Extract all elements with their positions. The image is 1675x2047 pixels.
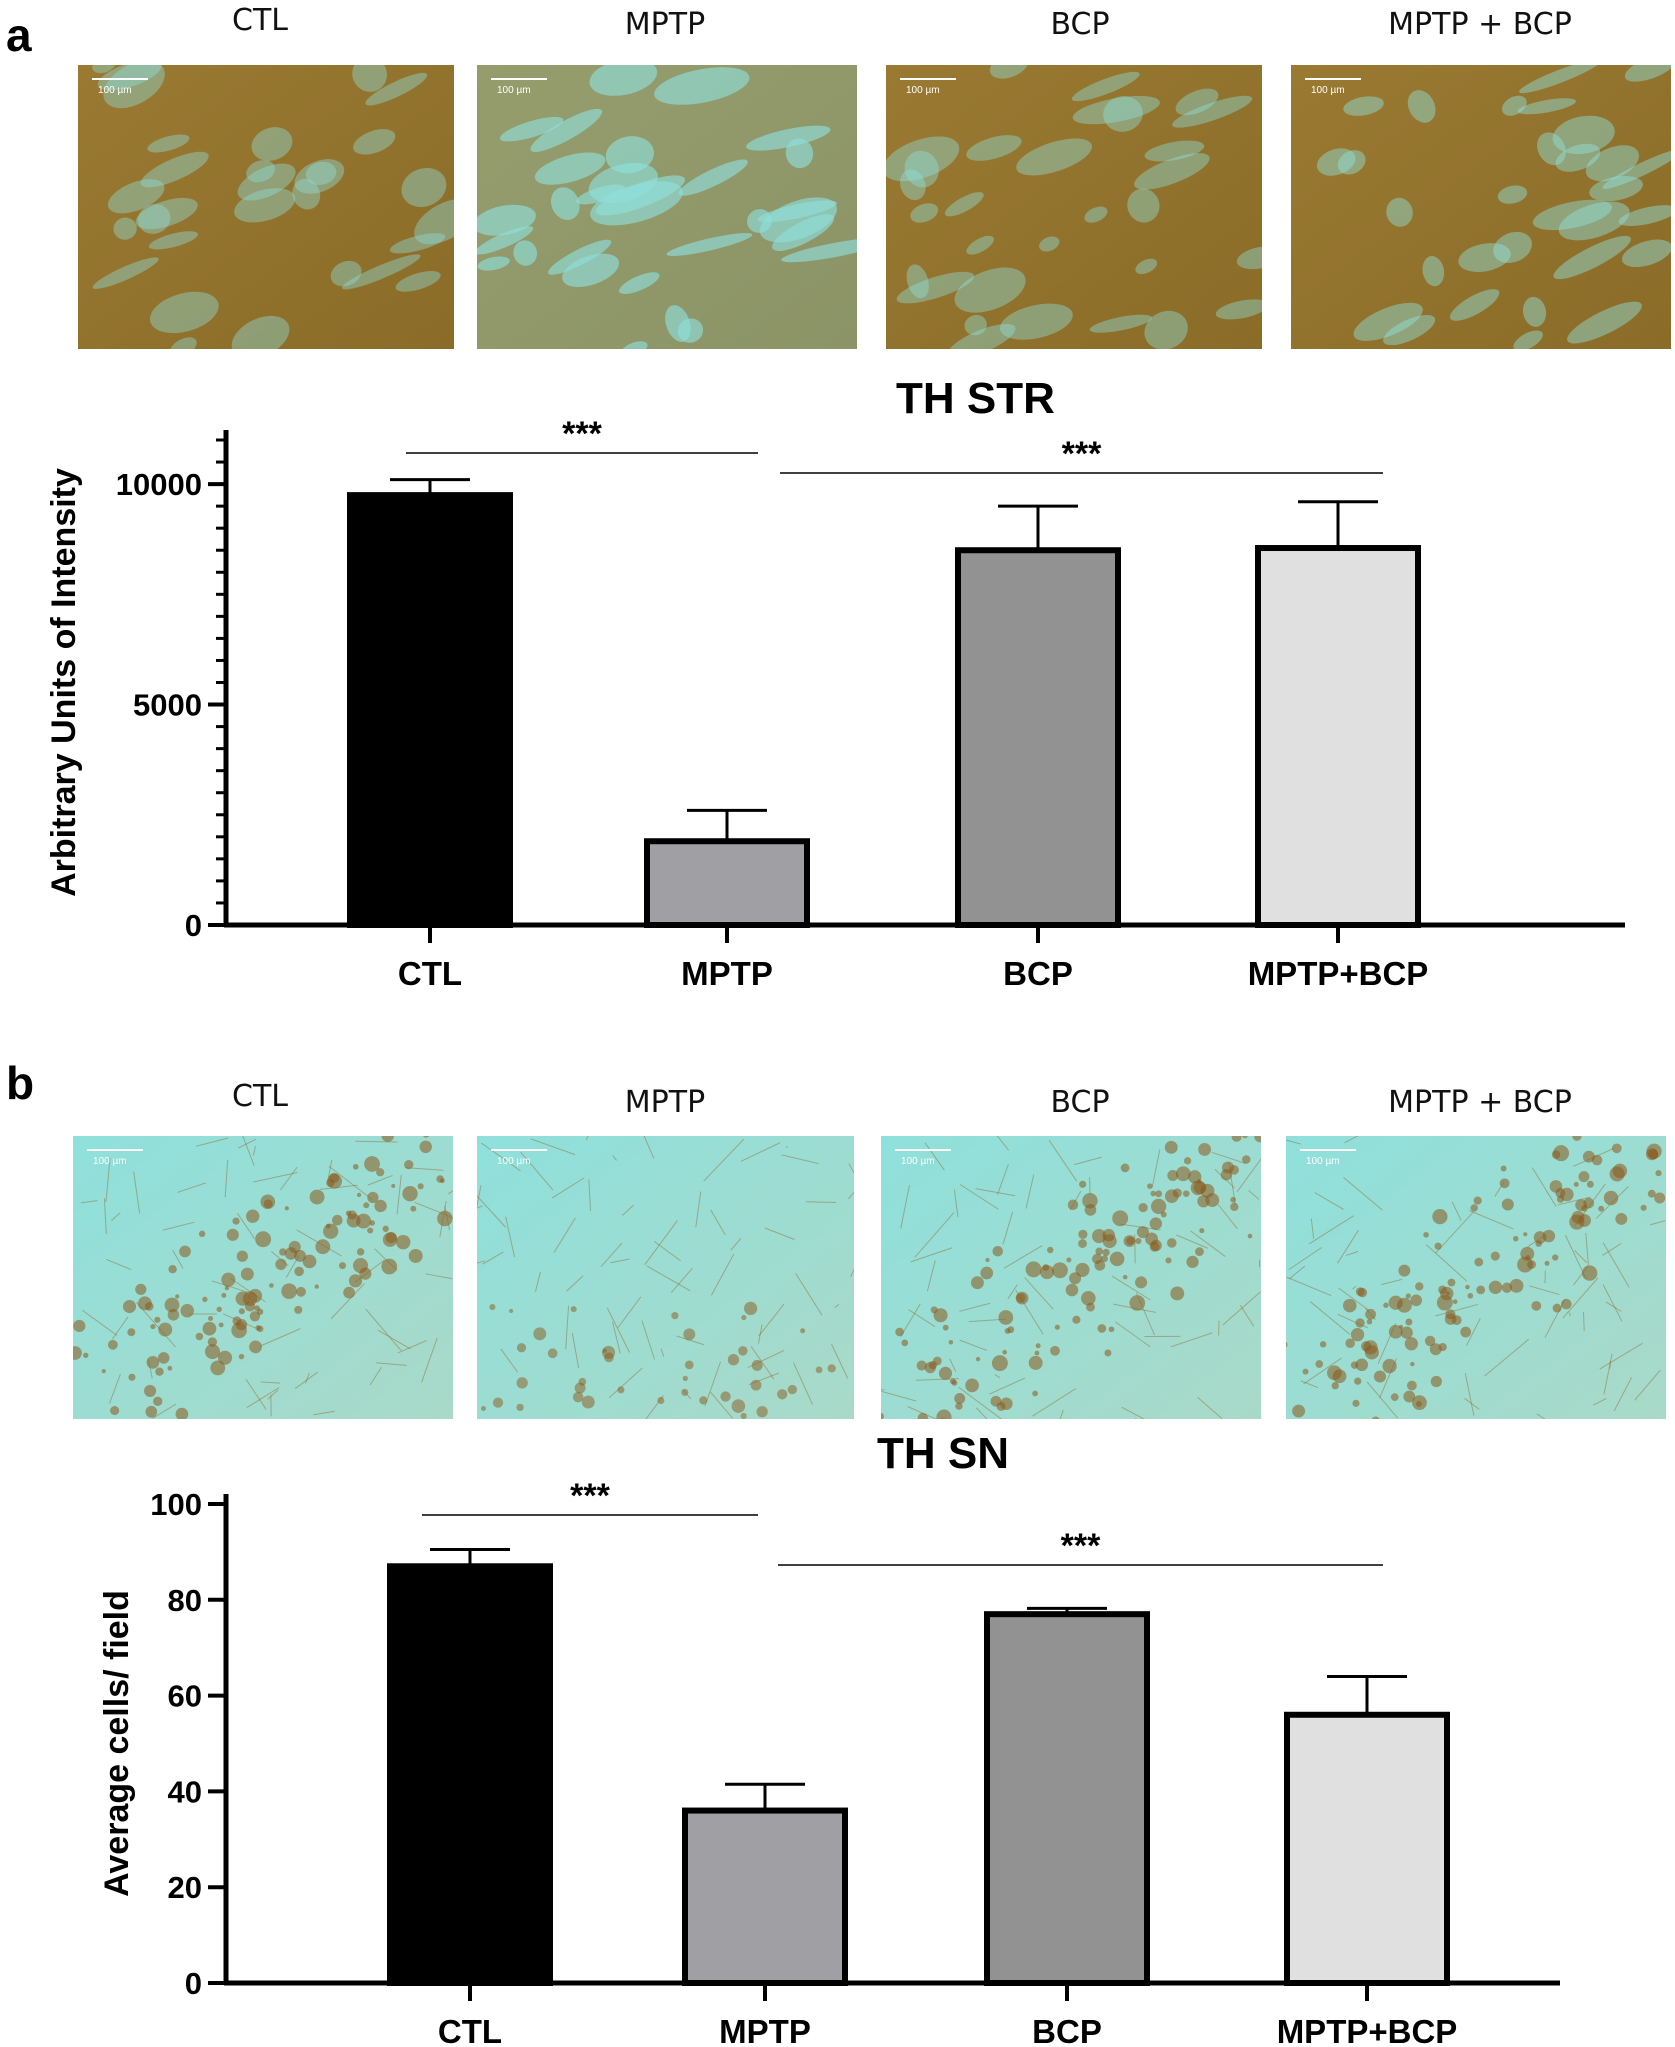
micrograph-str-ctl: 100 µm [78, 65, 454, 349]
image-label-mptp-bcp-a: MPTP + BCP [1388, 7, 1572, 42]
image-label-mptp-bcp-b: MPTP + BCP [1388, 1085, 1572, 1120]
micrograph-sn-mptp: 100 µm [477, 1136, 854, 1419]
svg-text:100 µm: 100 µm [497, 85, 531, 96]
significance-label: *** [1062, 435, 1102, 473]
image-label-bcp-a: BCP [1050, 7, 1110, 42]
y-tick-label: 100 [150, 1487, 202, 1522]
x-tick-label: CTL [438, 2013, 502, 2047]
x-tick-label: BCP [1032, 2013, 1102, 2047]
chart-title-str: TH STR [896, 374, 1055, 423]
x-tick-label: MPTP [681, 955, 773, 992]
micrograph-sn-mptp-bcp: 100 µm [1286, 1136, 1666, 1419]
bar-ctl [347, 492, 513, 928]
image-label-mptp-a: MPTP [624, 7, 706, 42]
y-tick-label: 60 [168, 1679, 202, 1714]
image-label-mptp-b: MPTP [624, 1085, 706, 1120]
x-tick-label: MPTP+BCP [1277, 2013, 1458, 2047]
y-tick-label: 10000 [116, 467, 202, 502]
image-label-ctl-b: CTL [232, 1079, 288, 1114]
y-tick-label: 20 [168, 1870, 202, 1905]
x-tick-label: BCP [1003, 955, 1073, 992]
panel-letter-a: a [6, 9, 32, 61]
y-axis-label-sn: Average cells/ field [98, 1590, 136, 1897]
svg-text:100 µm: 100 µm [497, 1156, 531, 1167]
svg-text:100 µm: 100 µm [901, 1156, 935, 1167]
chart-th-str: TH STR Arbitrary Units of Intensity 0 5000 1… [45, 374, 1625, 992]
y-tick-label: 80 [168, 1583, 202, 1618]
significance-label: *** [562, 415, 602, 453]
image-label-bcp-b: BCP [1050, 1085, 1110, 1120]
significance-label: *** [570, 1477, 610, 1515]
chart-th-sn: TH SN Average cells/ field 0 20 40 60 80 100 CTL… [98, 1429, 1560, 2047]
y-tick-label: 0 [185, 1966, 202, 2001]
bar-ctl [387, 1563, 553, 1987]
bar-mptp [682, 1807, 848, 1986]
svg-text:100 µm: 100 µm [1311, 85, 1345, 96]
micrograph-sn-ctl: 100 µm [73, 1136, 453, 1419]
x-tick-label: CTL [398, 955, 462, 992]
bar-bcp [955, 547, 1121, 929]
micrograph-str-mptp-bcp: 100 µm [1291, 65, 1671, 349]
bar-mptp-bcp [1284, 1711, 1450, 1986]
y-tick-label: 0 [185, 908, 202, 943]
y-axis-label-str: Arbitrary Units of Intensity [45, 468, 83, 897]
micrograph-str-bcp: 100 µm [886, 65, 1262, 349]
image-label-ctl-a: CTL [232, 3, 288, 38]
micrograph-sn-bcp: 100 µm [881, 1136, 1261, 1419]
svg-text:100 µm: 100 µm [1306, 1156, 1340, 1167]
bar-mptp [644, 838, 810, 928]
svg-text:100 µm: 100 µm [906, 85, 940, 96]
bar-bcp [984, 1611, 1150, 1986]
svg-text:100 µm: 100 µm [98, 85, 132, 96]
chart-title-sn: TH SN [877, 1429, 1009, 1478]
svg-text:100 µm: 100 µm [93, 1156, 127, 1167]
significance-label: *** [1061, 1527, 1101, 1565]
x-tick-label: MPTP+BCP [1248, 955, 1429, 992]
y-tick-label: 5000 [133, 688, 202, 723]
bar-mptp-bcp [1255, 545, 1421, 928]
x-tick-label: MPTP [719, 2013, 811, 2047]
panel-letter-b: b [6, 1057, 35, 1109]
y-tick-label: 40 [168, 1774, 202, 1809]
micrograph-str-mptp: 100 µm [477, 65, 857, 349]
